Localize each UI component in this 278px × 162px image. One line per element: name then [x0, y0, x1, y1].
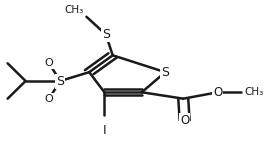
Text: S: S	[102, 28, 110, 41]
Text: O: O	[45, 58, 53, 68]
Text: O: O	[180, 114, 189, 127]
Text: S: S	[161, 66, 169, 79]
Text: O: O	[45, 94, 53, 104]
Text: O: O	[213, 86, 222, 99]
Text: I: I	[103, 124, 106, 137]
Text: S: S	[56, 75, 64, 87]
Text: CH₃: CH₃	[244, 87, 263, 97]
Text: CH₃: CH₃	[64, 5, 84, 15]
